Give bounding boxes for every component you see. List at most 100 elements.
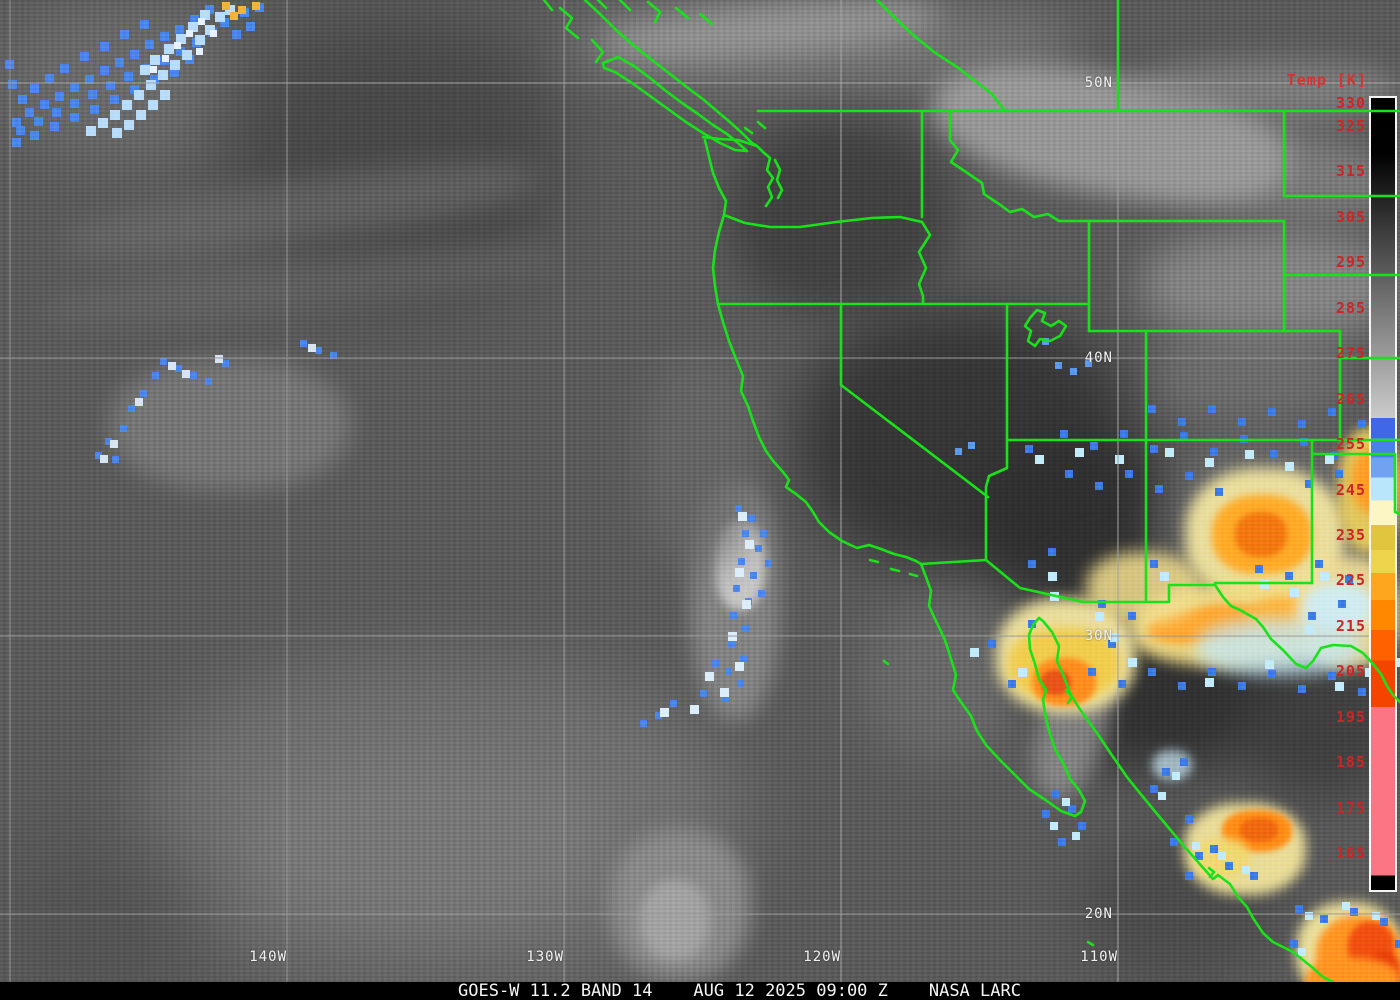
map-border-line: [583, 0, 759, 148]
map-border-line: [908, 572, 919, 578]
cloud-blob: [58, 146, 542, 274]
map-border-line: [919, 562, 1087, 818]
speckle-spray: [0, 0, 7, 7]
image-caption-bar: GOES-W 11.2 BAND 14 AUG 12 2025 09:00 Z …: [0, 981, 1400, 1000]
cloud-blob: [1140, 230, 1400, 340]
map-border-line: [674, 6, 690, 20]
cloud-blob: [980, 440, 1180, 600]
cloud-blob: [0, 840, 200, 1000]
map-border-line: [868, 558, 880, 564]
map-border-line: [889, 567, 901, 573]
colorbar-tick-175: 175: [1335, 799, 1366, 817]
cloud-blob: [860, 600, 1020, 760]
cloud-blob: [1195, 838, 1250, 878]
cloud-blob: [1150, 330, 1350, 420]
map-border-line: [917, 220, 932, 306]
map-border-line: [1023, 308, 1068, 348]
map-border-line: [1064, 688, 1074, 705]
map-border-line: [839, 302, 990, 499]
datetime-label: AUG 12 2025 09:00 Z: [693, 981, 888, 1000]
colorbar-tick-215: 215: [1335, 617, 1366, 635]
colorbar-tick-330: 330: [1335, 94, 1366, 112]
colorbar-tick-315: 315: [1335, 162, 1366, 180]
map-border-line: [984, 438, 1009, 562]
map-border-line: [773, 158, 784, 200]
map-border-line: [698, 12, 714, 26]
colorbar-tick-225: 225: [1335, 571, 1366, 589]
colorbar-tick-205: 205: [1335, 662, 1366, 680]
grid-label-20n: 20N: [1084, 906, 1113, 922]
map-border-line: [701, 135, 775, 208]
colorbar-tick-305: 305: [1335, 208, 1366, 226]
colorbar-tick-245: 245: [1335, 481, 1366, 499]
colorbar-tick-195: 195: [1335, 708, 1366, 726]
map-border-line: [743, 126, 754, 135]
map-border-line: [1207, 866, 1216, 879]
cloud-blob: [1184, 803, 1306, 895]
cloud-blob: [140, 660, 740, 980]
map-border-line: [722, 213, 924, 229]
speckle-spray: [0, 0, 9, 9]
speckle-spray: [0, 0, 7, 7]
colorbar-tick-165: 165: [1335, 844, 1366, 862]
colorbar-tick-265: 265: [1335, 390, 1366, 408]
map-border-line: [646, 0, 662, 24]
speckle-spray: [0, 0, 9, 9]
cloud-blob: [922, 44, 1298, 226]
cloud-blob: [996, 598, 1136, 713]
cloud-blob: [1212, 495, 1312, 575]
colorbar-tick-275: 275: [1335, 344, 1366, 362]
map-border-line: [601, 55, 749, 153]
map-border-line: [882, 659, 890, 666]
cloud-blob: [110, 360, 350, 490]
speckle-spray: [0, 0, 8, 8]
grid-label-40n: 40N: [1084, 350, 1113, 366]
cloud-blob: [1235, 512, 1287, 557]
cloud-blob: [1019, 623, 1131, 807]
speckle-spray: [0, 0, 7, 7]
credit-label: NASA LARC: [928, 981, 1021, 1000]
map-border-line: [711, 213, 726, 306]
cloud-blob: [1146, 599, 1270, 649]
map-border-line: [542, 0, 554, 12]
cloud-blob: [1240, 818, 1278, 842]
grid-label-110w: 110W: [1080, 949, 1118, 965]
mission-label: GOES-W 11.2 BAND 14: [458, 981, 653, 1000]
speckle-spray: [0, 0, 9, 9]
map-border-line: [948, 109, 1090, 223]
speckle-spray: [0, 0, 7, 7]
cloud-blob: [610, 830, 750, 980]
cloud-blob: [560, 0, 1080, 90]
cloud-blob: [230, 20, 560, 300]
cloud-blob: [730, 120, 950, 310]
map-border-line: [618, 0, 632, 12]
cloud-blob: [1185, 468, 1345, 603]
temperature-colorbar: [1369, 96, 1397, 892]
cloud-blob: [800, 310, 1130, 570]
cloud-blob: [640, 350, 760, 570]
colorbar-title: Temp [K]: [1286, 71, 1367, 89]
speckle-spray: [0, 0, 8, 8]
grid-label-120w: 120W: [803, 949, 841, 965]
cloud-blob: [250, 760, 610, 920]
colorbar-tick-285: 285: [1335, 299, 1366, 317]
caption-text: GOES-W 11.2 BAND 14 AUG 12 2025 09:00 Z …: [458, 981, 1021, 1000]
grid-label-140w: 140W: [249, 949, 287, 965]
cloud-blob: [1041, 670, 1071, 695]
map-border-line: [1086, 940, 1095, 947]
cloud-blob: [715, 520, 765, 610]
cloud-blob: [38, 232, 562, 338]
cloud-blob: [598, 0, 942, 70]
cloud-blob: [1032, 658, 1096, 706]
cloud-blob: [690, 480, 780, 720]
map-border-line: [558, 6, 580, 40]
map-border-line: [596, 0, 608, 10]
cloud-blob: [1152, 750, 1192, 780]
grid-label-50n: 50N: [1084, 75, 1113, 91]
grid-label-130w: 130W: [526, 949, 564, 965]
map-border-line: [875, 0, 1007, 113]
speckle-spray: [0, 0, 8, 8]
